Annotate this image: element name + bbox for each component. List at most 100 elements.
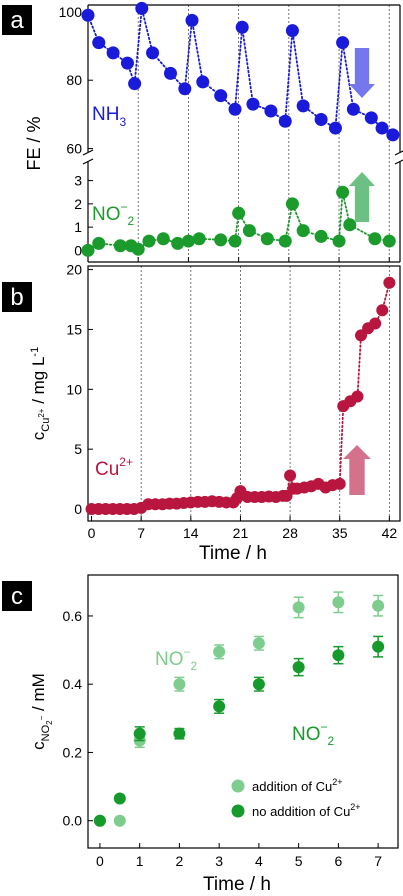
nh3-point: [336, 36, 350, 50]
nh3-point: [106, 46, 120, 60]
no2-point: [142, 234, 156, 248]
nh3-point: [346, 102, 360, 116]
up-arrow-icon: [343, 445, 371, 495]
y-tick-label: 10: [66, 381, 82, 397]
nh3-point: [92, 36, 106, 50]
cu-added-point: [173, 678, 186, 691]
y-tick-label: 0.4: [63, 676, 83, 692]
x-tick-label: 35: [332, 525, 348, 541]
no-cu-series-label-part: NO: [292, 724, 321, 745]
no-cu-point: [252, 678, 265, 691]
y-tick-label: 3: [74, 173, 82, 189]
no-cu-point: [93, 814, 106, 827]
no2-label: NO−2: [92, 200, 135, 228]
y-tick-label: 60: [66, 141, 82, 157]
no2-point: [382, 234, 396, 248]
x-axis-label-c: Time / h: [203, 874, 271, 895]
nh3-point: [163, 66, 177, 80]
y-axis-label-b-part: 2+: [37, 408, 46, 417]
x-tick-label: 21: [233, 525, 249, 541]
cu-label: Cu2+: [95, 455, 133, 480]
x-axis-label-b: Time / h: [199, 543, 267, 564]
legend-entry-part: 2+: [332, 777, 342, 787]
axis-break-mark: [394, 159, 403, 165]
y-axis-label-b-part: / mg L: [29, 357, 48, 409]
nh3-point: [214, 89, 228, 103]
nh3-point: [278, 114, 292, 128]
no2-point: [296, 224, 310, 238]
panel-a: 60 80 100 0 1 2 3 FE / %: [24, 1, 403, 263]
no2-point: [260, 232, 274, 246]
cu-point: [284, 469, 297, 482]
legend-entry-part: 2+: [350, 802, 360, 812]
cu-point: [369, 317, 382, 330]
nh3-point: [81, 8, 95, 22]
nh3-point: [228, 102, 242, 116]
panel-label-a: a: [10, 7, 24, 34]
y-axis-label-a: FE / %: [24, 116, 44, 170]
y-tick-label: 5: [74, 441, 82, 457]
nh3-point: [264, 104, 278, 118]
no2-point: [242, 224, 256, 238]
no-cu-point: [292, 661, 305, 674]
x-tick-label: 6: [334, 853, 342, 869]
x-tick-label: 42: [382, 525, 398, 541]
y-axis-label-b: cCu2+ / mg L-1: [29, 347, 52, 440]
panel-label-a-bg: [2, 5, 32, 35]
cu-added-series-label: NO−2: [155, 645, 198, 673]
axis-break-mark: [82, 158, 94, 165]
legend-entry: no addition of Cu2+: [252, 802, 361, 819]
y-axis-label-b-part: -1: [29, 347, 41, 357]
x-tick-label: 28: [282, 525, 298, 541]
y-axis-label-c-part: NO: [40, 724, 52, 741]
no2-label-part: NO: [92, 204, 121, 225]
cu-added-point: [332, 596, 345, 609]
no2-point: [285, 197, 299, 211]
nh3-label-part: NH: [92, 104, 119, 125]
x-tick-label: 5: [295, 853, 303, 869]
panel-c: 0 1 2 3 4 5 6 7 0.0 0.2 0.4 0.6: [63, 574, 399, 869]
nh3-point: [386, 128, 400, 142]
y-axis-label-b-part: c: [29, 431, 48, 440]
y-tick-label: 0: [74, 501, 82, 517]
nh3-point: [178, 82, 192, 96]
cu-point: [333, 477, 346, 490]
no-cu-point: [332, 649, 345, 662]
no2-point: [113, 239, 127, 253]
no2-point: [343, 218, 357, 232]
no2-point: [336, 185, 350, 199]
cu-point: [351, 390, 364, 403]
no-cu-series-label-part: −: [321, 720, 328, 734]
nh3-label: NH3: [92, 104, 126, 129]
y-axis-label-c: cNO2− / mM: [29, 673, 54, 750]
no2-point: [92, 236, 106, 250]
y-tick-label: 0.2: [63, 744, 83, 760]
x-axis-label-b-part: Time / h: [199, 543, 267, 564]
no2-point: [278, 234, 292, 248]
y-tick-label: 80: [66, 72, 82, 88]
nh3-point: [185, 13, 199, 27]
y-tick-label: 100: [59, 4, 83, 20]
nh3-point: [146, 46, 160, 60]
cu-added-series-label-part: NO: [155, 649, 184, 670]
no2-point: [314, 229, 328, 243]
frame: [87, 574, 399, 849]
no-cu-point: [113, 792, 126, 805]
cu-added-point: [213, 645, 226, 658]
no-cu-point: [133, 727, 146, 740]
cu-added-point: [113, 814, 126, 827]
nh3-point: [285, 24, 299, 38]
y-axis-label-c-part: −: [37, 715, 46, 720]
legend-marker: [231, 804, 245, 818]
cu-added-point: [292, 601, 305, 614]
x-tick-label: 1: [136, 853, 144, 869]
no2-point: [171, 236, 185, 250]
nh3-point: [375, 121, 389, 135]
axis-break-mark: [394, 150, 403, 156]
no-cu-point: [372, 640, 385, 653]
x-tick-label: 2: [176, 853, 184, 869]
no2-point: [232, 206, 246, 220]
no2-point: [214, 233, 228, 247]
cu-label-part: 2+: [119, 455, 133, 469]
